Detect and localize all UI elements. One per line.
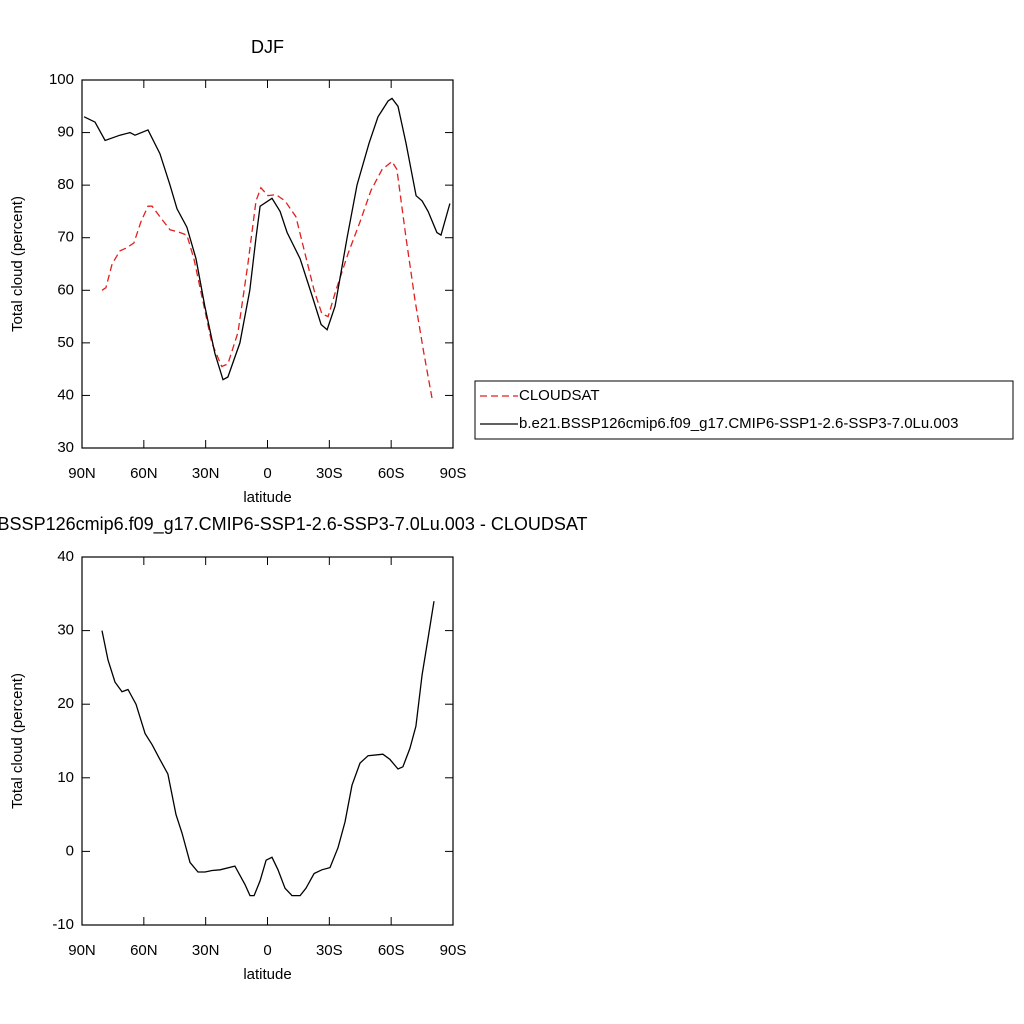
- x-tick-label: 60S: [378, 465, 405, 482]
- y-axis-label: Total cloud (percent): [9, 673, 26, 809]
- y-tick-label: 30: [57, 439, 74, 456]
- legend: CLOUDSAT b.e21.BSSP126cmip6.f09_g17.CMIP6…: [474, 380, 1014, 440]
- y-tick-label: 50: [57, 334, 74, 351]
- y-tick-label: 20: [57, 695, 74, 712]
- legend-label: b.e21.BSSP126cmip6.f09_g17.CMIP6-SSP1-2.…: [519, 415, 958, 432]
- x-axis-label: latitude: [243, 966, 291, 983]
- series-line: [83, 97, 451, 381]
- y-tick-label: 80: [57, 176, 74, 193]
- x-tick-label: 60S: [378, 942, 405, 959]
- y-tick-label: 100: [49, 71, 74, 88]
- chart-title: b.e21.BSSP126cmip6.f09_g17.CMIP6-SSP1-2.…: [0, 514, 588, 535]
- x-tick-label: 90S: [440, 465, 467, 482]
- y-tick-label: 70: [57, 229, 74, 246]
- y-tick-label: 40: [57, 386, 74, 403]
- x-tick-label: 30S: [316, 942, 343, 959]
- y-tick-label: 90: [57, 124, 74, 141]
- x-tick-label: 90S: [440, 942, 467, 959]
- x-tick-label: 30S: [316, 465, 343, 482]
- series-line: [101, 601, 435, 897]
- y-axis-label: Total cloud (percent): [9, 196, 26, 332]
- y-tick-label: 10: [57, 769, 74, 786]
- x-tick-label: 90N: [68, 942, 96, 959]
- x-tick-label: 0: [263, 942, 271, 959]
- plot-frame: [81, 79, 454, 449]
- y-tick-label: 0: [66, 842, 74, 859]
- x-axis-label: latitude: [243, 489, 291, 506]
- x-tick-label: 30N: [192, 942, 220, 959]
- x-tick-label: 30N: [192, 465, 220, 482]
- legend-label: CLOUDSAT: [519, 387, 600, 404]
- x-tick-label: 0: [263, 465, 271, 482]
- y-tick-label: 60: [57, 281, 74, 298]
- series-line: [101, 160, 433, 399]
- x-tick-label: 60N: [130, 942, 158, 959]
- x-tick-label: 90N: [68, 465, 96, 482]
- legend-box: [474, 380, 1014, 440]
- chart-title: DJF: [251, 37, 284, 57]
- y-tick-label: -10: [52, 916, 74, 933]
- y-tick-label: 30: [57, 622, 74, 639]
- x-tick-label: 60N: [130, 465, 158, 482]
- y-tick-label: 40: [57, 548, 74, 565]
- plot-frame: [81, 556, 454, 926]
